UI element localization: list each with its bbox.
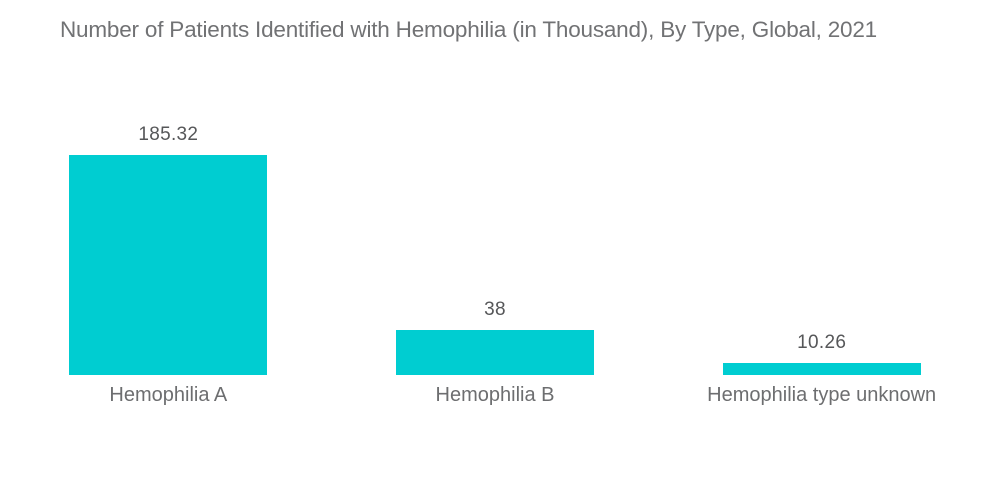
bar-hemophilia-b <box>396 330 594 375</box>
bar-hemophilia-a <box>69 155 268 375</box>
bar-value-label: 185.32 <box>138 124 199 145</box>
bar-group-hemophilia-b: 38 <box>332 0 659 375</box>
bar-group-hemophilia-a: 185.32 <box>5 0 332 375</box>
bar-value-label: 38 <box>484 299 506 320</box>
category-axis: Hemophilia A Hemophilia B Hemophilia type … <box>5 384 985 407</box>
category-label-hemophilia-a: Hemophilia A <box>109 384 228 406</box>
chart-title: Number of Patients Identified with Hemop… <box>60 17 877 42</box>
category-label-hemophilia-type-unknown: Hemophilia type unknown <box>707 384 937 406</box>
bar-value-label: 10.26 <box>797 332 847 353</box>
bar-plot-area: 185.32 38 10.26 <box>5 0 985 375</box>
bar-group-hemophilia-type-unknown: 10.26 <box>658 0 985 375</box>
category-label-hemophilia-b: Hemophilia B <box>435 384 555 406</box>
bar-hemophilia-type-unknown <box>722 363 921 375</box>
